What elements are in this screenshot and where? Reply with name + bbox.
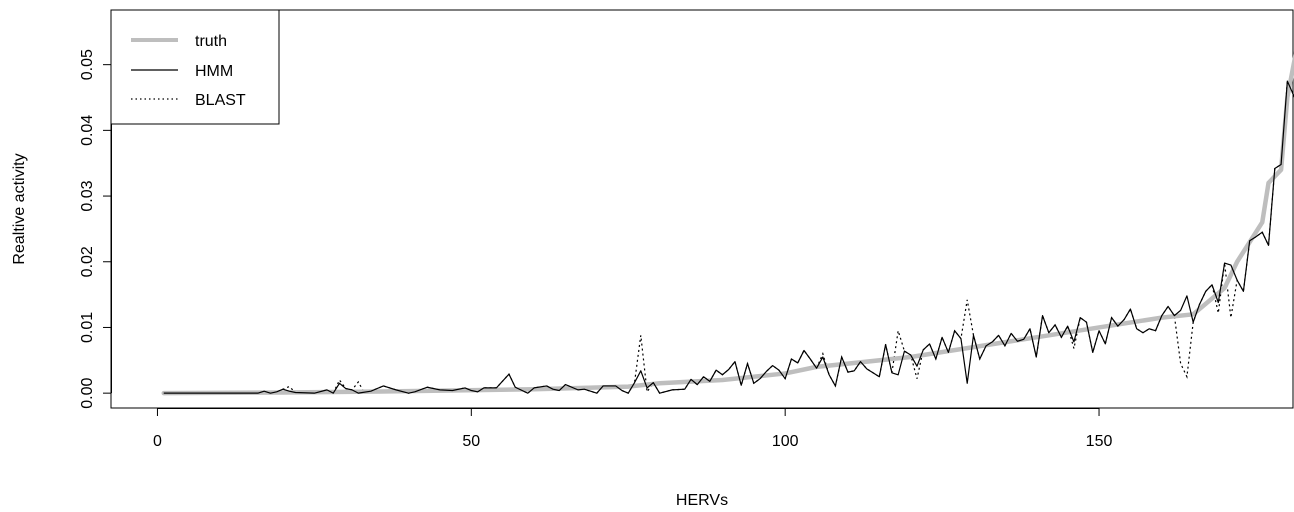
y-tick-label: 0.00 <box>79 377 96 408</box>
y-tick-label: 0.01 <box>79 312 96 343</box>
y-axis: 0.00 0.01 0.02 0.03 0.04 0.05 <box>79 49 112 409</box>
y-tick-label: 0.05 <box>79 49 96 80</box>
y-axis-title: Realtive activity <box>11 153 28 264</box>
y-tick-label: 0.04 <box>79 115 96 146</box>
legend-label-hmm: HMM <box>195 63 233 80</box>
legend-box <box>110 9 280 125</box>
legend-label-blast: BLAST <box>195 92 246 109</box>
x-axis: 0 50 100 150 <box>153 408 1112 450</box>
x-axis-title: HERVs <box>676 492 728 509</box>
series-layer <box>161 50 1294 396</box>
legend-label-truth: truth <box>195 33 227 50</box>
x-tick-label: 150 <box>1086 433 1113 450</box>
y-tick-label: 0.03 <box>79 180 96 211</box>
series-line-hmm <box>163 80 1294 394</box>
legend: truth HMM BLAST <box>110 9 280 125</box>
series-line-truth <box>161 50 1294 396</box>
x-tick-label: 100 <box>772 433 799 450</box>
y-tick-label: 0.02 <box>79 246 96 277</box>
x-tick-label: 0 <box>153 433 162 450</box>
x-tick-label: 50 <box>462 433 480 450</box>
